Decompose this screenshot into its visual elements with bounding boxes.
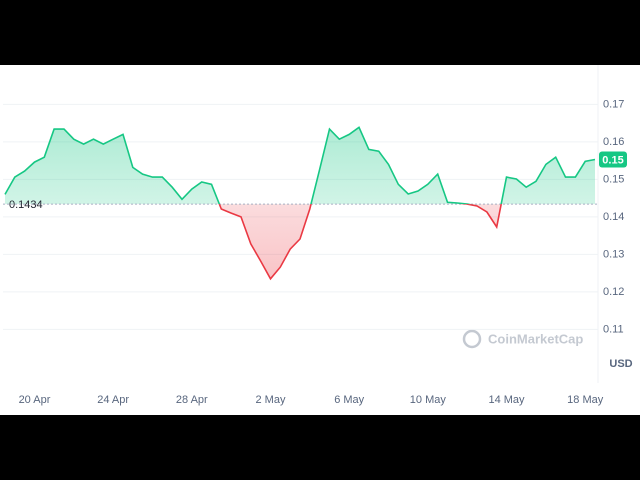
x-tick-label: 18 May [567,394,604,406]
watermark: CoinMarketCap [462,329,583,349]
price-line-down [218,204,503,281]
y-tick-label: 0.13 [603,248,624,260]
x-tick-label: 20 Apr [19,394,51,406]
price-label: 0.15 [602,154,623,166]
baseline-label: 0.1434 [9,199,43,211]
y-tick-label: 0.11 [603,323,624,335]
chart-panel [0,65,640,415]
x-tick-label: 2 May [256,394,286,406]
area-down [4,204,596,279]
y-tick-label: 0.16 [603,136,624,148]
area-up [4,127,596,205]
x-tick-label: 24 Apr [97,394,129,406]
price-line-up [4,126,596,205]
y-tick-label: 0.17 [603,98,624,110]
x-tick-label: 6 May [334,394,364,406]
price-badge [599,151,627,168]
y-tick-label: 0.14 [603,211,624,223]
watermark-text: CoinMarketCap [488,331,583,346]
x-tick-label: 28 Apr [176,394,208,406]
y-tick-label: 0.15 [603,173,624,185]
y-tick-label: 0.12 [603,286,624,298]
x-tick-label: 14 May [488,394,525,406]
x-tick-label: 10 May [410,394,447,406]
currency: USD [609,358,632,370]
